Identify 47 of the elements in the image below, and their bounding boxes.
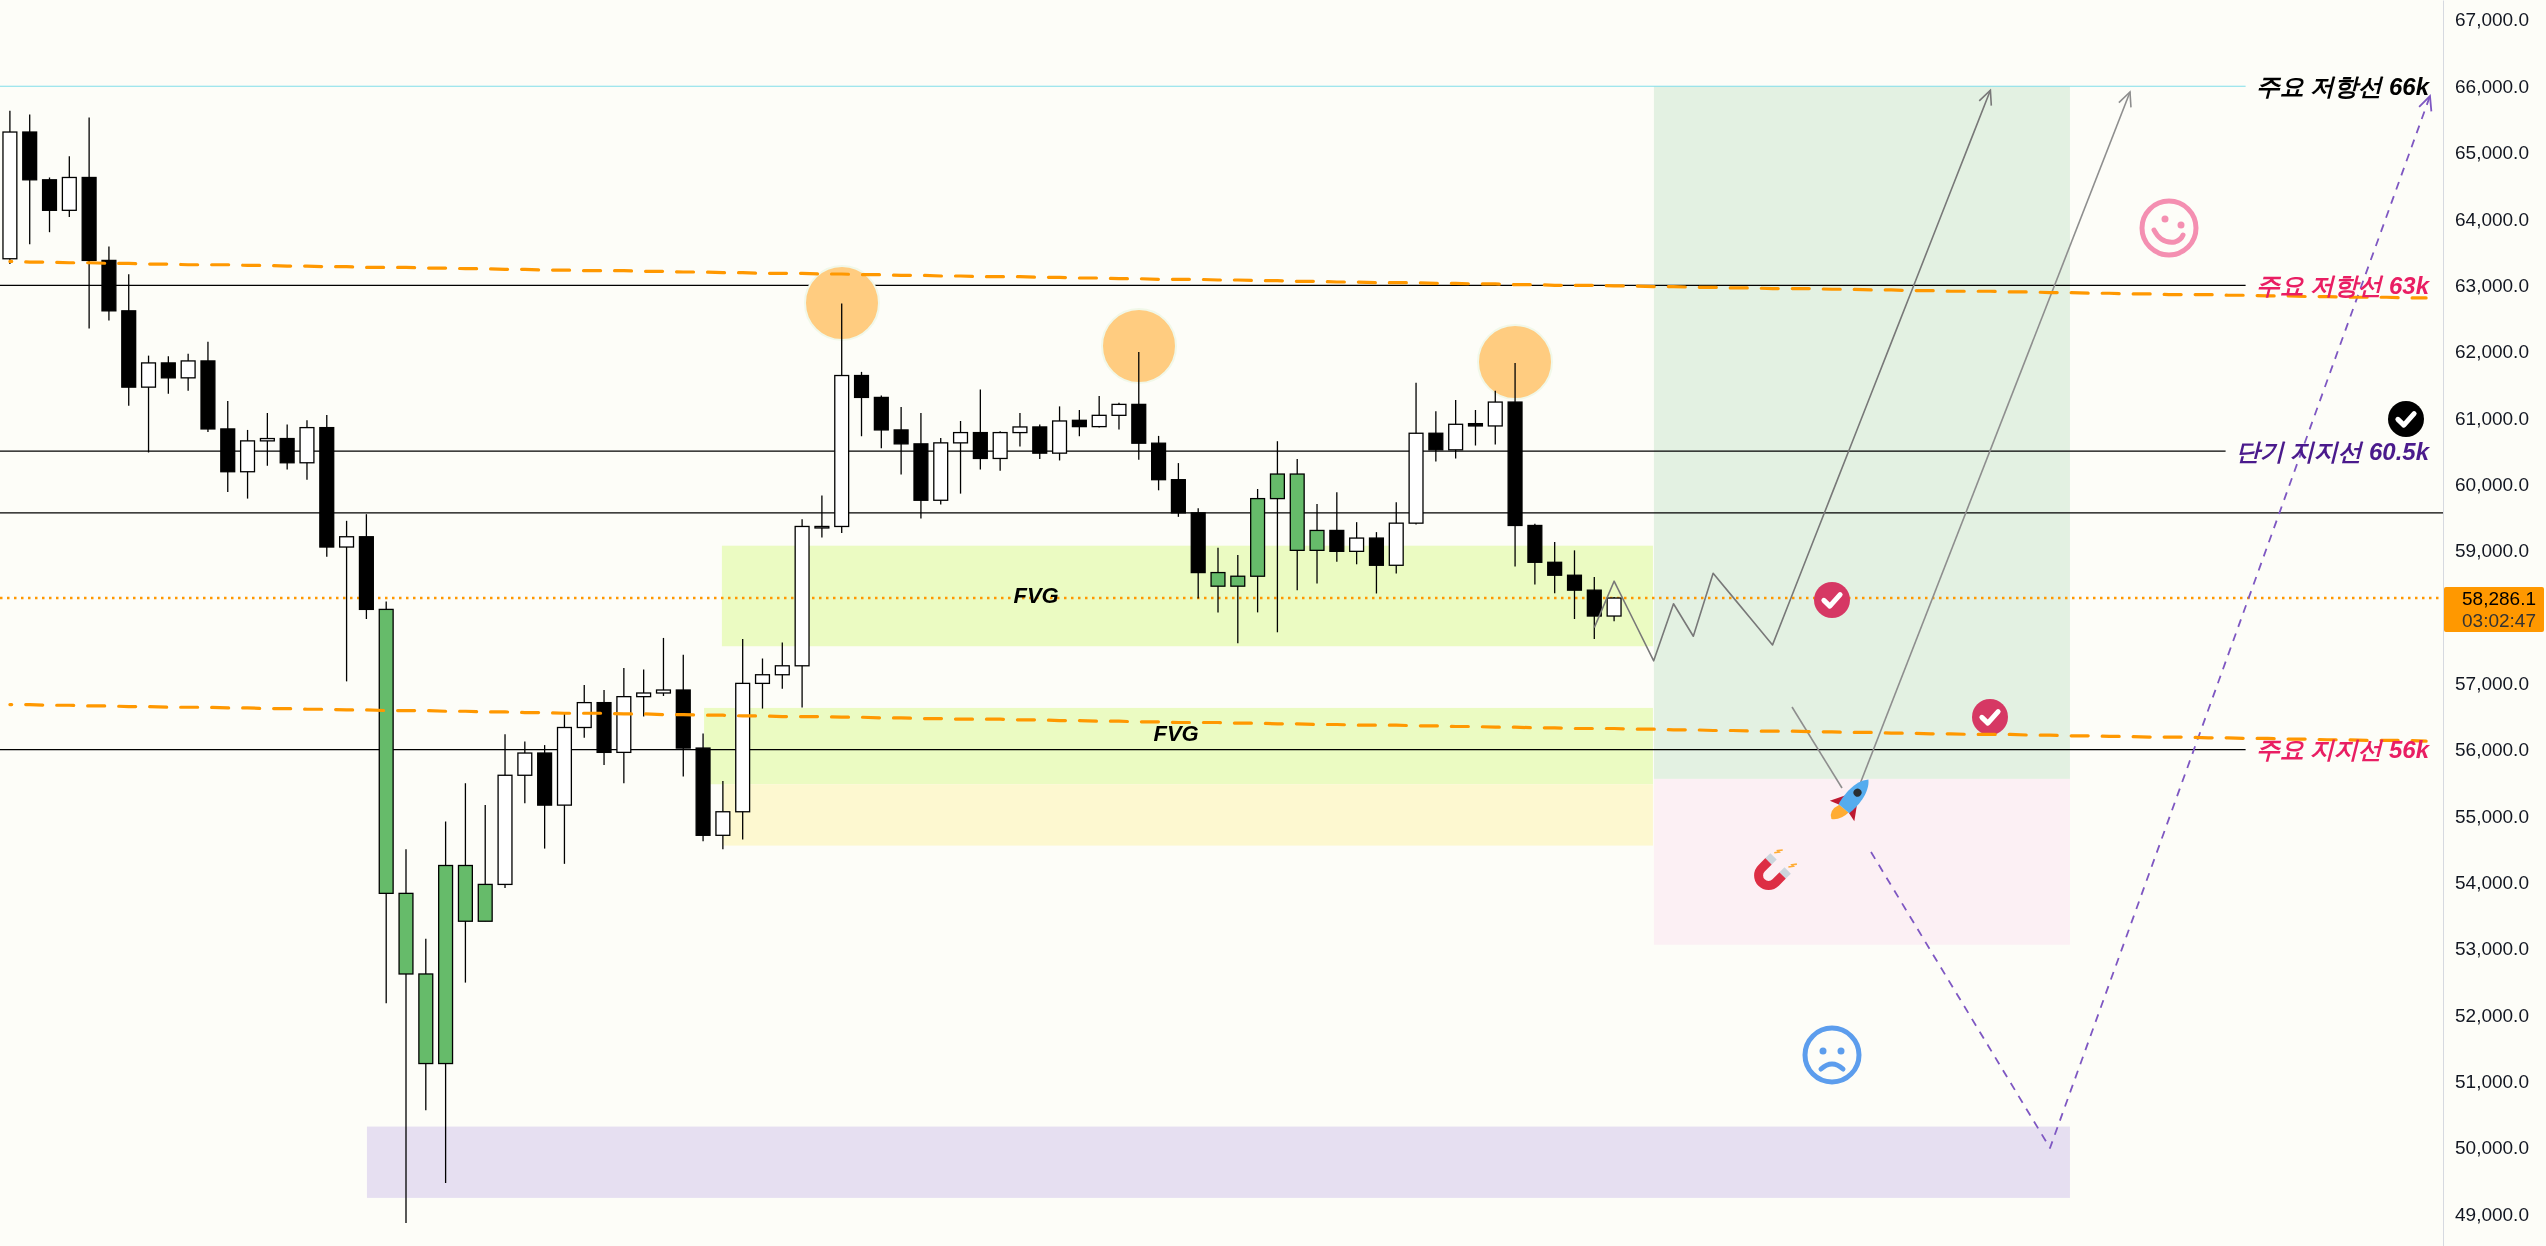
y-tick-label: 50,000.0 [2455, 1137, 2529, 1159]
ref-line-label: 주요 지지선 56k [2255, 736, 2431, 764]
ref-line-label: 58,286.1 03:02:47 [2462, 587, 2536, 631]
candlestick [774, 641, 790, 690]
candlestick [1606, 596, 1622, 622]
candlestick [1566, 549, 1583, 620]
ref-line-label: 주요 저항선 63k [2255, 271, 2431, 299]
candlestick [160, 355, 176, 395]
candlestick [1547, 541, 1563, 594]
candlestick [754, 657, 771, 710]
y-tick-label: 52,000.0 [2455, 1004, 2529, 1026]
y-tick-label: 54,000.0 [2455, 872, 2529, 893]
candlestick [1012, 412, 1028, 448]
candlestick [1071, 409, 1087, 437]
y-tick-label: 51,000.0 [2455, 1071, 2529, 1093]
y-tick-label: 49,000.0 [2455, 1203, 2529, 1225]
ref-line-label: 단기 지지선 60.5k [2235, 437, 2431, 465]
y-tick-label: 55,000.0 [2455, 805, 2529, 827]
candlestick [715, 780, 731, 850]
band-label: FVG [1013, 583, 1059, 609]
band-label: FVG [1153, 720, 1199, 746]
candlestick [853, 371, 870, 437]
y-tick-label: 65,000.0 [2455, 142, 2529, 164]
y-tick-label: 63,000.0 [2455, 274, 2529, 296]
y-tick-label: 61,000.0 [2455, 407, 2529, 429]
candlestick [1091, 395, 1107, 429]
y-tick-label: 53,000.0 [2455, 938, 2529, 960]
candlestick [339, 520, 355, 683]
candlestick [1349, 521, 1365, 565]
y-tick-label: 67,000.0 [2455, 9, 2529, 31]
y-tick-label: 66,000.0 [2455, 75, 2529, 97]
y-tick-label: 56,000.0 [2455, 739, 2529, 761]
y-tick-label: 57,000.0 [2455, 672, 2529, 694]
y-tick-label: 64,000.0 [2455, 208, 2529, 230]
y-tick-label: 62,000.0 [2455, 341, 2529, 363]
candlestick [1111, 402, 1127, 431]
candlestick [1230, 554, 1246, 644]
candlestick [180, 352, 196, 392]
candlestick [1487, 390, 1503, 446]
y-tick-label: 59,000.0 [2455, 540, 2529, 562]
y-tick-label: 60,000.0 [2455, 473, 2529, 495]
candlestick [655, 637, 672, 697]
line-series [8, 259, 2428, 300]
candlestick [1210, 547, 1226, 614]
candlestick [1467, 409, 1484, 447]
candlestick [636, 668, 652, 718]
ref-line-label: 주요 저항선 66k [2255, 72, 2431, 100]
